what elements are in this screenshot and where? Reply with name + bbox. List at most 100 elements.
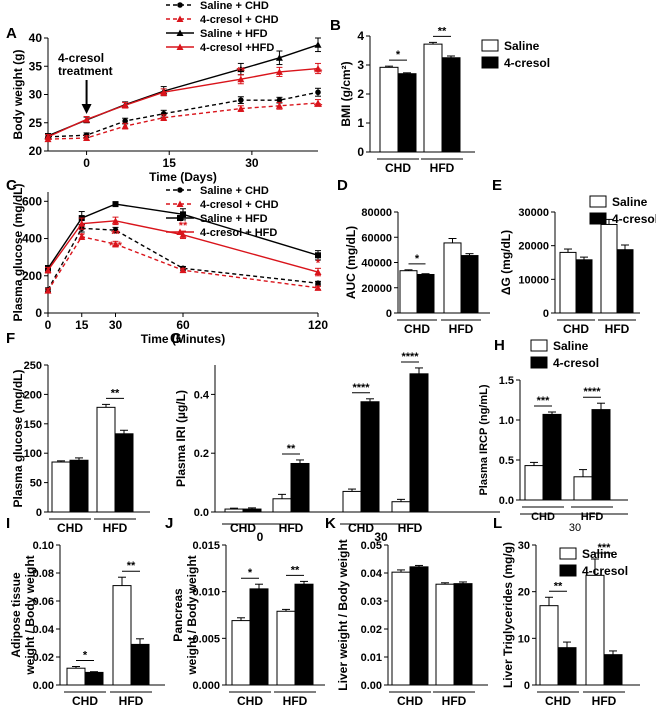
bar-saline bbox=[573, 476, 593, 501]
bar-saline bbox=[96, 406, 116, 513]
significance-stars: * bbox=[113, 219, 118, 231]
legend-label: Saline + CHD bbox=[200, 185, 269, 197]
data-point bbox=[44, 133, 52, 140]
significance-stars: ** bbox=[314, 67, 323, 79]
x-tick-label: 60 bbox=[176, 318, 190, 332]
significance-stars: **** bbox=[583, 386, 601, 398]
data-point bbox=[83, 115, 91, 123]
y-tick-label: 0 bbox=[386, 308, 392, 320]
data-point bbox=[314, 41, 322, 48]
data-point bbox=[122, 118, 128, 124]
legend-marker bbox=[176, 200, 184, 207]
y-tick-label: 30 bbox=[518, 540, 530, 552]
legend-marker bbox=[176, 15, 184, 22]
y-axis-label: Plasma glucose (mg/dL) bbox=[11, 183, 25, 321]
legend-swatch bbox=[530, 339, 548, 352]
bar-4cresol bbox=[294, 583, 314, 686]
legend-label: Saline bbox=[504, 39, 540, 53]
x-tick-label: 15 bbox=[75, 318, 89, 332]
y-tick-label: 0.0 bbox=[194, 507, 209, 519]
legend-marker bbox=[176, 43, 184, 50]
bar-4cresol bbox=[409, 566, 429, 686]
y-tick-label: 0.4 bbox=[194, 389, 210, 401]
bar-saline bbox=[559, 251, 577, 314]
legend-swatch bbox=[589, 195, 607, 208]
y-tick-label: 600 bbox=[22, 194, 42, 208]
y-tick-label: 0 bbox=[357, 145, 364, 159]
data-point bbox=[112, 227, 119, 233]
bar-4cresol bbox=[460, 255, 479, 314]
y-tick-label: 25 bbox=[29, 116, 43, 130]
significance-stars: * bbox=[239, 106, 244, 118]
y-tick-label: 0.015 bbox=[192, 540, 220, 552]
data-point bbox=[78, 233, 86, 240]
y-tick-label: 0.00 bbox=[361, 680, 382, 692]
data-point bbox=[112, 240, 119, 248]
bar-4cresol bbox=[616, 249, 634, 314]
timepoint-label: 0 bbox=[257, 530, 264, 544]
y-tick-label: 0 bbox=[35, 306, 42, 320]
data-point bbox=[237, 105, 245, 112]
y-tick-label: 20000 bbox=[518, 241, 549, 253]
group-label: CHD bbox=[545, 694, 571, 708]
x-axis-label: Time (Minutes) bbox=[141, 332, 225, 346]
y-tick-label: 30 bbox=[29, 88, 43, 102]
bar-4cresol bbox=[575, 259, 593, 314]
data-point bbox=[275, 102, 283, 109]
bar-saline bbox=[539, 605, 559, 686]
y-tick-label: 400 bbox=[22, 232, 42, 246]
group-label: HFD bbox=[398, 521, 423, 535]
legend-marker bbox=[177, 187, 183, 193]
significance-stars: ** bbox=[127, 560, 136, 572]
panel-letter: H bbox=[494, 337, 505, 354]
y-tick-label: 40000 bbox=[361, 258, 392, 270]
data-point bbox=[314, 268, 322, 276]
y-tick-label: 35 bbox=[29, 59, 43, 73]
legend-label: 4-cresol bbox=[612, 212, 656, 226]
y-tick-label: 0.05 bbox=[361, 540, 382, 552]
y-tick-label: 20 bbox=[29, 144, 43, 158]
legend-label: 4-cresol +HFD bbox=[200, 42, 274, 54]
y-axis-label: ΔG (mg/dL) bbox=[499, 230, 513, 295]
data-point bbox=[160, 88, 168, 96]
y-tick-label: 0 bbox=[36, 507, 42, 519]
y-tick-label: 200 bbox=[22, 269, 42, 283]
significance-stars: * bbox=[248, 567, 253, 579]
group-label: HFD bbox=[442, 694, 467, 708]
legend-swatch bbox=[481, 39, 499, 52]
panel-letter: D bbox=[337, 177, 348, 194]
legend-marker bbox=[177, 2, 183, 8]
legend-label: 4-cresol + CHD bbox=[200, 199, 279, 211]
data-point bbox=[275, 68, 283, 75]
bar-saline bbox=[443, 242, 462, 314]
y-tick-label: 0.06 bbox=[33, 596, 54, 608]
group-label: CHD bbox=[404, 322, 430, 336]
legend-label: Saline + HFD bbox=[200, 213, 268, 225]
y-tick-label: 0.10 bbox=[33, 540, 54, 552]
significance-stars: ** bbox=[554, 580, 563, 592]
y-tick-label: 2 bbox=[357, 87, 364, 101]
data-point bbox=[44, 266, 52, 274]
legend-label: Saline bbox=[553, 339, 589, 353]
y-tick-label: 0.005 bbox=[192, 633, 220, 645]
significance-stars: * bbox=[415, 253, 420, 265]
y-tick-label: 0 bbox=[524, 680, 530, 692]
data-point bbox=[180, 211, 186, 218]
y-axis-label: weight / Body weight bbox=[185, 555, 199, 675]
data-point bbox=[44, 287, 52, 294]
y-axis-label: Liver weight / Body weight bbox=[336, 539, 350, 690]
y-tick-label: 10000 bbox=[518, 274, 549, 286]
group-label: HFD bbox=[605, 322, 630, 336]
bar-saline bbox=[524, 465, 544, 501]
group-label: HFD bbox=[283, 694, 308, 708]
bar-4cresol bbox=[397, 73, 417, 153]
y-tick-label: 30000 bbox=[518, 207, 549, 219]
group-label: HFD bbox=[449, 322, 474, 336]
y-tick-label: 1 bbox=[357, 116, 364, 130]
bar-saline bbox=[51, 461, 71, 513]
data-point bbox=[315, 252, 321, 259]
timepoint-label: 30 bbox=[374, 530, 388, 544]
bar-4cresol bbox=[591, 409, 611, 501]
group-label: CHD bbox=[397, 694, 423, 708]
